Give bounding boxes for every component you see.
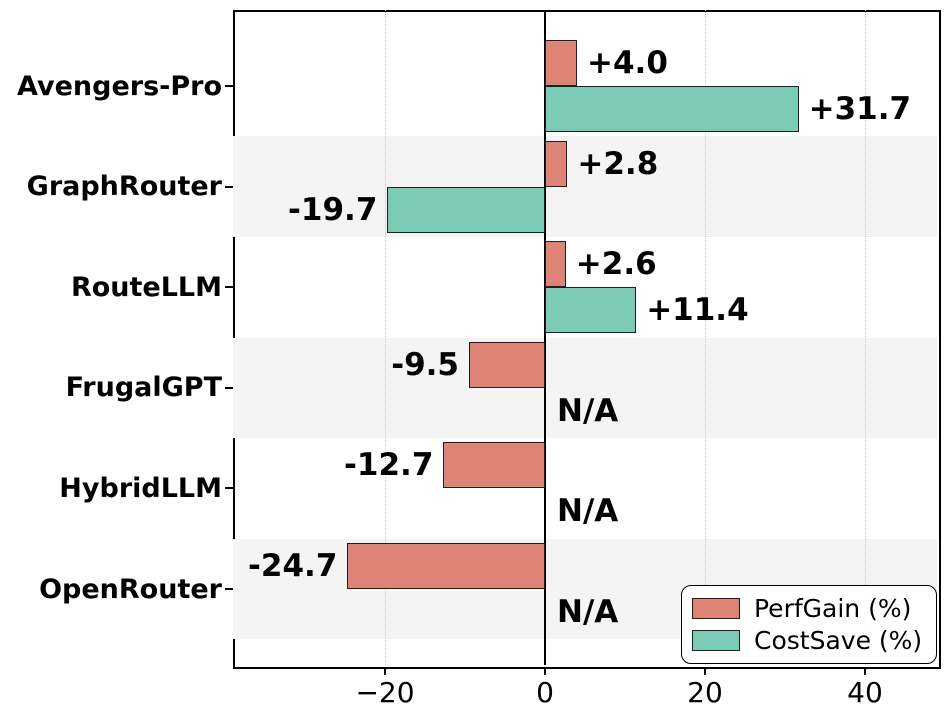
costsave-bar [545, 287, 637, 334]
perfgain-bar [443, 442, 545, 489]
legend-row-costsave: CostSave (%) [692, 626, 922, 655]
legend-row-perfgain: PerfGain (%) [692, 594, 922, 623]
x-tick-label: 0 [536, 676, 554, 709]
perfgain-bar [469, 341, 545, 388]
value-label: -24.7 [248, 548, 338, 584]
value-label: -9.5 [391, 346, 459, 383]
y-tick-mark [225, 588, 233, 590]
zero-line [543, 10, 547, 665]
value-label: +2.6 [575, 246, 657, 283]
x-tick-label: 20 [687, 676, 723, 709]
y-tick-mark [225, 286, 233, 289]
x-tick-mark [384, 667, 386, 675]
perfgain-bar [545, 241, 566, 288]
perfgain-bar [347, 543, 545, 589]
value-label: -12.7 [344, 447, 434, 484]
category-label: OpenRouter [39, 573, 222, 605]
category-label: GraphRouter [26, 171, 222, 203]
gridline [705, 10, 706, 665]
row-stripe [233, 337, 937, 439]
gridline [385, 10, 386, 665]
y-tick-mark [225, 386, 233, 389]
x-tick-mark [544, 667, 546, 675]
gridline [865, 10, 866, 665]
costsave-swatch-icon [692, 630, 740, 651]
category-label: HybridLLM [59, 472, 222, 504]
x-tick-mark [704, 667, 706, 675]
perfgain-swatch-icon [692, 598, 740, 619]
value-label: +11.4 [646, 292, 749, 329]
perfgain-bar [545, 140, 568, 187]
costsave-bar [545, 86, 799, 132]
x-tick-label: 40 [847, 676, 883, 709]
costsave-bar [387, 186, 545, 233]
value-label: -19.7 [288, 191, 378, 228]
x-tick-label: −20 [355, 676, 415, 709]
legend-label-costsave: CostSave (%) [754, 626, 923, 655]
legend-label-perfgain: PerfGain (%) [754, 594, 912, 623]
na-label: N/A [557, 493, 619, 530]
perfgain-bar [545, 40, 577, 86]
category-label: RouteLLM [70, 271, 222, 303]
value-label: +2.8 [577, 145, 659, 182]
na-label: N/A [557, 594, 619, 630]
na-label: N/A [557, 392, 619, 429]
y-tick-mark [225, 85, 233, 87]
legend: PerfGain (%) CostSave (%) [681, 585, 938, 664]
y-tick-mark [225, 487, 233, 490]
y-tick-mark [225, 185, 233, 188]
category-label: FrugalGPT [65, 372, 222, 404]
x-tick-mark [864, 667, 866, 675]
row-stripe [233, 136, 937, 237]
value-label: +4.0 [587, 45, 668, 81]
value-label: +31.7 [808, 91, 912, 127]
category-label: Avengers-Pro [17, 70, 222, 102]
